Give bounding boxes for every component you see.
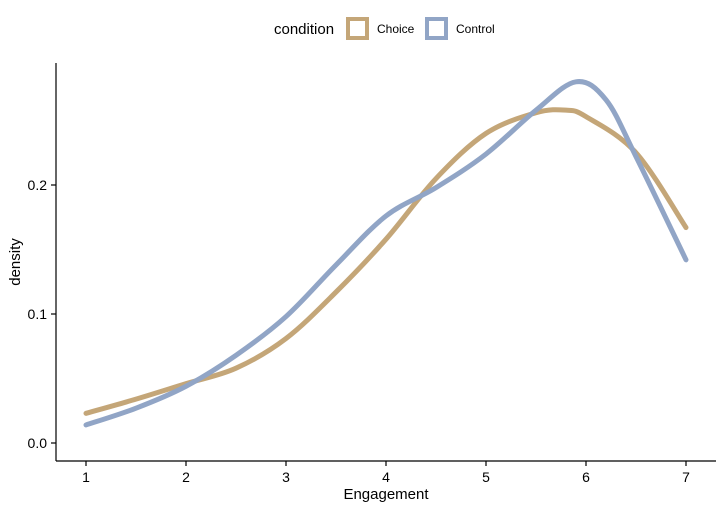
x-tick-label: 3 <box>282 469 290 485</box>
legend-label-choice: Choice <box>377 22 415 36</box>
y-axis-title: density <box>7 238 24 286</box>
legend-items: Choice Control <box>346 17 495 40</box>
x-axis-title: Engagement <box>343 486 429 503</box>
x-tick-label: 5 <box>482 469 490 485</box>
series-line-control <box>83 79 689 428</box>
y-axis-ticks: 0.0 0.1 0.2 <box>28 177 56 451</box>
legend-key-choice <box>346 17 369 40</box>
y-tick-label: 0.2 <box>28 177 48 193</box>
x-tick-label: 2 <box>182 469 190 485</box>
legend-title: condition <box>274 21 334 38</box>
y-tick-label: 0.1 <box>28 306 48 322</box>
legend-label-control: Control <box>456 22 495 36</box>
x-axis-ticks: 1 2 3 4 5 6 7 <box>82 461 690 485</box>
x-tick-label: 1 <box>82 469 90 485</box>
legend-key-control <box>425 17 448 40</box>
y-tick-label: 0.0 <box>28 435 48 451</box>
series-lines <box>83 79 689 428</box>
legend: condition Choice Control <box>274 17 495 40</box>
x-tick-label: 6 <box>582 469 590 485</box>
x-tick-label: 4 <box>382 469 390 485</box>
series-line-choice <box>83 107 689 416</box>
x-tick-label: 7 <box>682 469 690 485</box>
